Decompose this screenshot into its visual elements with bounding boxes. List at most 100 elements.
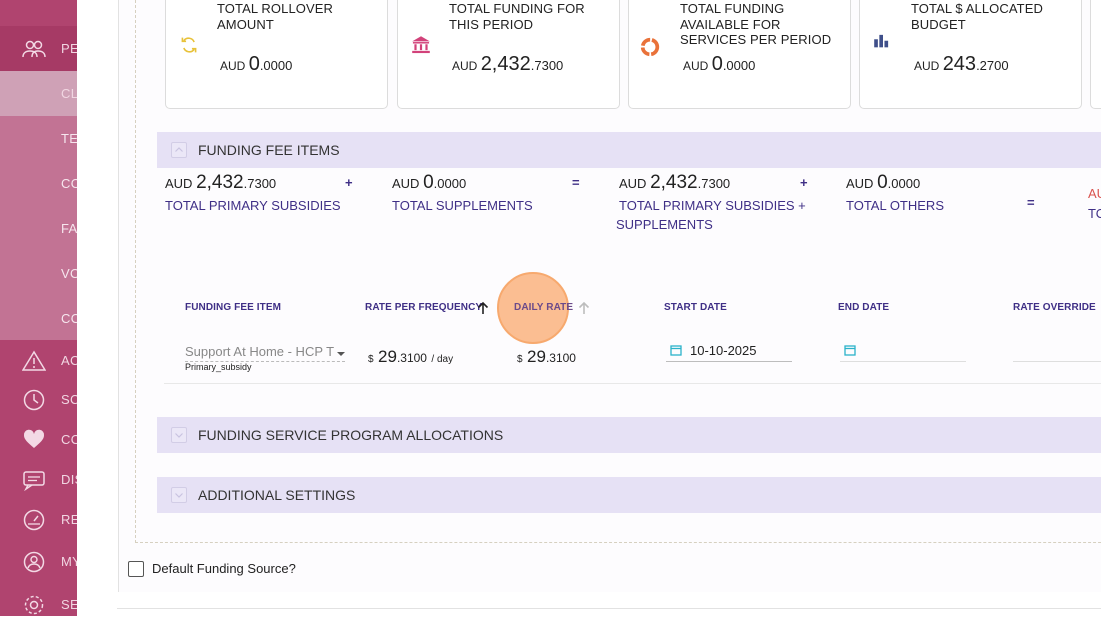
total-others: AUD 0.0000 TOTAL OTHERS xyxy=(846,172,944,215)
sidebar-item-reports[interactable]: RE xyxy=(0,497,77,542)
warning-icon xyxy=(21,350,47,372)
col-header-end-date: END DATE xyxy=(838,302,890,313)
funding-details-container xyxy=(135,0,1101,543)
calendar-icon[interactable] xyxy=(670,343,682,361)
funding-fee-item-select[interactable]: Support At Home - HCP T xyxy=(185,343,345,363)
sidebar-item-care[interactable]: CO xyxy=(0,417,77,462)
card-title: TOTAL $ ALLOCATED BUDGET xyxy=(911,1,1043,32)
start-date-input[interactable]: 10-10-2025 xyxy=(666,340,792,362)
currency-label: AUD xyxy=(165,176,193,191)
refresh-icon xyxy=(177,34,207,64)
chevron-down-icon[interactable] xyxy=(171,427,187,443)
sort-up-arrow-icon[interactable] xyxy=(577,300,591,316)
sidebar-item-contacts[interactable]: CO xyxy=(0,161,77,206)
amount-integer: 0 xyxy=(423,172,434,193)
currency-symbol: $ xyxy=(368,354,374,365)
sidebar: PE CL TE CO FA VO CO AC SC CO DI xyxy=(0,0,77,616)
user-icon xyxy=(22,551,46,573)
sidebar-item-label: DIS xyxy=(61,472,77,487)
sidebar-item-label: TE xyxy=(61,131,77,146)
end-date-input[interactable] xyxy=(840,340,966,362)
caret-down-icon[interactable] xyxy=(337,345,345,363)
grand-total-label-partial: TO xyxy=(1088,206,1101,221)
calendar-icon[interactable] xyxy=(844,343,856,361)
section-program-allocations[interactable]: FUNDING SERVICE PROGRAM ALLOCATIONS xyxy=(157,417,1101,453)
col-header-rate-override: RATE OVERRIDE xyxy=(1013,302,1096,313)
funding-type-label: Primary_subsidy xyxy=(185,362,252,372)
sidebar-item-label: PE xyxy=(61,41,77,56)
default-funding-checkbox[interactable] xyxy=(128,561,144,577)
sidebar-item-label: CO xyxy=(61,432,77,447)
card-amount: AUD 0.0000 xyxy=(683,53,755,76)
chevron-down-icon[interactable] xyxy=(171,487,187,503)
next-panel-edge xyxy=(117,608,1101,617)
sidebar-item-settings[interactable]: SE xyxy=(0,582,77,616)
sidebar-item-schedule[interactable]: SC xyxy=(0,377,77,422)
sidebar-item-discussions[interactable]: DIS xyxy=(0,457,77,502)
total-supplements: AUD 0.0000 TOTAL SUPPLEMENTS xyxy=(392,172,533,215)
section-funding-fee-items[interactable]: FUNDING FEE ITEMS xyxy=(157,132,1101,168)
total-primary-subsidies: AUD 2,432.7300 TOTAL PRIMARY SUBSIDIES xyxy=(165,172,341,215)
people-icon xyxy=(22,38,46,60)
card-total-available: TOTAL FUNDING AVAILABLE FOR SERVICES PER… xyxy=(628,0,851,109)
chat-icon xyxy=(22,469,46,492)
total-label-line2: SUPPLEMENTS xyxy=(616,217,713,232)
amount-decimal: .7300 xyxy=(243,176,277,191)
bank-icon xyxy=(409,34,439,64)
sidebar-item-teams[interactable]: TE xyxy=(0,116,77,161)
rate-per-frequency-value: $ 29.3100 / day xyxy=(368,347,453,367)
sidebar-item-label: SC xyxy=(61,392,77,407)
sidebar-item-my[interactable]: MY xyxy=(0,539,77,584)
chevron-up-icon[interactable] xyxy=(171,142,187,158)
sort-up-arrow-icon[interactable] xyxy=(476,300,490,316)
sidebar-item-people[interactable]: PE xyxy=(0,26,77,71)
card-title: TOTAL ROLLOVER AMOUNT xyxy=(217,1,334,32)
card-allocated-budget: TOTAL $ ALLOCATED BUDGET AUD 243.2700 xyxy=(859,0,1082,109)
section-title: FUNDING FEE ITEMS xyxy=(198,142,340,158)
total-label: TOTAL OTHERS xyxy=(846,198,944,213)
amount-integer: 2,432 xyxy=(480,53,531,75)
sidebar-item-clients[interactable]: CL xyxy=(0,71,77,116)
amount-decimal: .0000 xyxy=(887,176,921,191)
amount-integer: 0 xyxy=(248,53,260,75)
start-date-underline xyxy=(666,361,792,362)
row-divider xyxy=(164,383,1101,384)
currency-label: AUD xyxy=(220,59,246,73)
card-amount: AUD 0.0000 xyxy=(220,53,292,76)
grand-total-partial: AU xyxy=(1088,186,1101,201)
donut-icon xyxy=(638,36,668,66)
total-primary-plus-supplements: AUD 2,432.7300 TOTAL PRIMARY SUBSIDIES +… xyxy=(616,172,806,234)
sidebar-item-volunteers[interactable]: VO xyxy=(0,251,77,296)
currency-label: AUD xyxy=(452,59,478,73)
sidebar-item-activities[interactable]: AC xyxy=(0,338,77,383)
col-header-rate-per-frequency[interactable]: RATE PER FREQUENCY xyxy=(365,302,483,313)
sidebar-item-label: VO xyxy=(61,266,77,281)
amount-decimal: .0000 xyxy=(259,58,293,73)
rate-override-input[interactable] xyxy=(1013,340,1101,362)
sidebar-item-co[interactable]: CO xyxy=(0,296,77,340)
daily-rate-integer: 29 xyxy=(527,347,546,366)
sidebar-item-families[interactable]: FA xyxy=(0,206,77,251)
currency-label: AUD xyxy=(914,59,940,73)
clock-icon xyxy=(22,389,46,411)
section-additional-settings[interactable]: ADDITIONAL SETTINGS xyxy=(157,477,1101,513)
amount-decimal: .7300 xyxy=(697,176,731,191)
total-label: TOTAL PRIMARY SUBSIDIES xyxy=(165,198,341,213)
plus-operator: + xyxy=(800,175,808,190)
currency-symbol: $ xyxy=(517,354,523,365)
sidebar-item-label: MY xyxy=(61,554,77,569)
sidebar-item-label: CO xyxy=(61,176,77,191)
amount-decimal: .2700 xyxy=(976,58,1009,73)
sidebar-item-label: RE xyxy=(61,512,77,527)
total-label: TOTAL SUPPLEMENTS xyxy=(392,198,533,213)
card-total-funding: TOTAL FUNDING FOR THIS PERIOD AUD 2,432.… xyxy=(397,0,620,109)
default-funding-label: Default Funding Source? xyxy=(152,561,296,576)
daily-rate-value: $ 29.3100 xyxy=(517,347,576,367)
start-date-value: 10-10-2025 xyxy=(690,343,757,358)
currency-label: AUD xyxy=(392,176,420,191)
col-header-daily-rate[interactable]: DAILY RATE xyxy=(514,302,574,313)
currency-label: AUD xyxy=(619,176,647,191)
sidebar-item-label: FA xyxy=(61,221,77,236)
rate-unit: / day xyxy=(431,354,454,365)
plus-operator: + xyxy=(345,175,353,190)
